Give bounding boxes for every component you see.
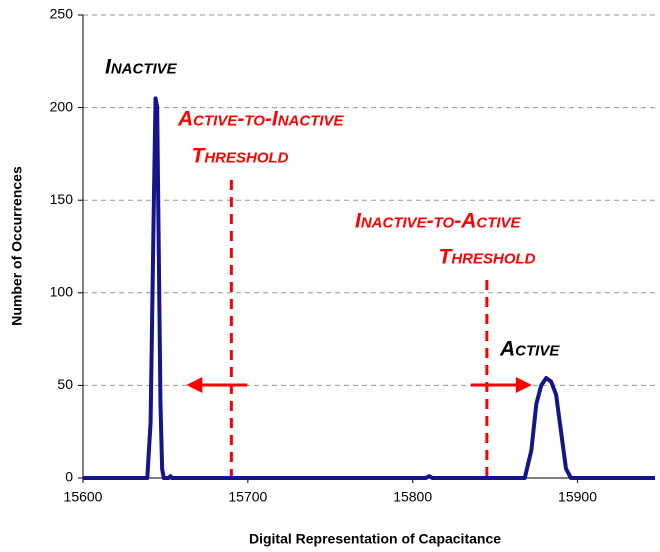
x-tick-label: 15800: [393, 489, 432, 505]
threshold-label: Active-to-Inactive: [177, 108, 345, 131]
threshold-label: Inactive-to-Active: [355, 210, 522, 233]
annotation: Inactive: [105, 56, 178, 79]
annotation: Active: [499, 338, 560, 361]
threshold-label: Threshold: [192, 145, 289, 168]
y-tick-label: 150: [50, 191, 74, 207]
y-tick-label: 100: [50, 284, 74, 300]
y-axis-title: Number of Occurrences: [9, 166, 25, 326]
x-axis-title: Digital Representation of Capacitance: [249, 531, 501, 547]
threshold-arrow-head: [186, 377, 203, 393]
x-tick-label: 15700: [228, 489, 267, 505]
data-line: [83, 96, 655, 480]
y-tick-label: 250: [50, 6, 74, 22]
y-tick-label: 0: [65, 469, 73, 485]
y-tick-label: 50: [57, 376, 73, 392]
x-tick-label: 15600: [64, 489, 103, 505]
x-tick-label: 15900: [558, 489, 597, 505]
threshold-arrow-head: [515, 377, 532, 393]
y-tick-label: 200: [50, 98, 74, 114]
threshold-label: Threshold: [439, 246, 536, 269]
